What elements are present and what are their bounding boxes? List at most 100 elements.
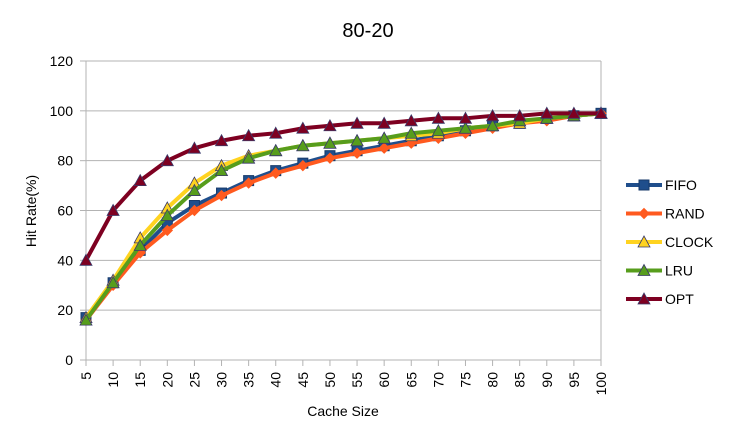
x-tick-label: 95 — [566, 372, 582, 388]
data-point-opt — [350, 116, 364, 129]
x-tick-label: 30 — [214, 372, 230, 388]
series-layer — [79, 106, 608, 326]
legend-marker-fifo — [638, 179, 650, 191]
legend-item-rand: RAND — [626, 206, 705, 222]
x-tick-label: 50 — [322, 372, 338, 388]
legend: FIFO RAND CLOCK LRU OPT — [626, 177, 714, 307]
legend-item-clock: CLOCK — [626, 234, 714, 250]
data-point-lru — [404, 126, 418, 139]
legend-item-fifo: FIFO — [626, 177, 697, 193]
data-point-rand — [242, 177, 255, 189]
data-point-opt — [594, 106, 608, 119]
legend-label-opt: OPT — [665, 291, 694, 307]
x-tick-label: 85 — [512, 372, 528, 388]
x-tick-label: 25 — [186, 372, 202, 388]
legend-item-lru: LRU — [626, 263, 693, 279]
y-tick-label: 120 — [50, 53, 74, 69]
y-tick-label: 80 — [57, 153, 73, 169]
data-point-lru — [160, 208, 174, 221]
data-point-opt — [160, 153, 174, 167]
data-point-opt — [567, 106, 581, 119]
legend-marker-clock — [637, 235, 651, 248]
data-point-rand — [270, 167, 282, 179]
x-tick-label: 20 — [159, 372, 175, 388]
data-point-lru — [187, 183, 202, 196]
data-point-lru — [214, 163, 229, 177]
data-point-rand — [324, 152, 336, 164]
series-line-lru — [84, 111, 602, 322]
x-tick-label: 90 — [539, 372, 555, 388]
data-point-rand — [378, 142, 390, 154]
x-tick-label: 5 — [78, 372, 94, 380]
legend-marker-opt — [637, 292, 651, 305]
x-tick-label: 60 — [376, 372, 392, 388]
data-point-rand — [297, 159, 309, 172]
data-point-lru — [241, 151, 256, 164]
grid-lines — [80, 60, 601, 361]
data-point-lru — [106, 275, 120, 289]
series-clock — [79, 106, 608, 324]
legend-label-rand: RAND — [665, 206, 705, 222]
legend-label-lru: LRU — [665, 263, 693, 279]
x-tick-label: 65 — [403, 372, 419, 388]
data-point-lru — [350, 133, 364, 147]
data-point-opt — [106, 203, 120, 216]
data-point-opt — [404, 113, 418, 127]
y-tick-label: 40 — [57, 252, 73, 268]
data-point-rand — [188, 204, 201, 217]
data-point-opt — [323, 118, 337, 132]
chart-title: 80-20 — [342, 20, 393, 42]
data-point-opt — [187, 141, 202, 154]
data-point-opt — [133, 173, 147, 187]
data-point-opt — [485, 108, 500, 122]
legend-item-opt: OPT — [626, 291, 694, 307]
data-point-opt — [269, 126, 283, 139]
x-tick-label: 100 — [593, 372, 609, 396]
series-line-opt — [84, 111, 601, 262]
y-tick-label: 100 — [50, 103, 74, 119]
y-axis-title: Hit Rate(%) — [23, 175, 39, 247]
data-point-rand — [351, 147, 363, 159]
y-tick-labels: 0 20 40 60 80 100 120 — [50, 53, 74, 368]
x-tick-label: 55 — [349, 372, 365, 388]
data-point-opt — [540, 106, 554, 119]
data-point-lru — [485, 118, 500, 132]
series-lru — [79, 106, 608, 326]
x-tick-label: 75 — [457, 372, 473, 388]
x-tick-label: 40 — [268, 372, 284, 388]
x-tick-label: 10 — [105, 372, 121, 388]
data-point-opt — [241, 128, 256, 142]
data-point-lru — [377, 131, 391, 144]
data-point-opt — [431, 111, 446, 124]
legend-label-clock: CLOCK — [665, 234, 714, 250]
data-point-opt — [214, 133, 229, 147]
x-tick-label: 35 — [241, 372, 257, 388]
data-point-opt — [513, 108, 527, 122]
x-tick-label: 45 — [295, 372, 311, 388]
data-point-rand — [161, 224, 174, 237]
data-point-opt — [296, 121, 310, 134]
legend-marker-rand — [638, 207, 650, 220]
data-point-lru — [431, 123, 446, 137]
legend-label-fifo: FIFO — [665, 177, 697, 193]
y-tick-label: 0 — [65, 352, 73, 368]
data-point-lru — [458, 121, 473, 134]
y-tick-label: 20 — [57, 302, 73, 318]
x-tick-label: 80 — [485, 372, 501, 388]
series-opt — [79, 106, 608, 266]
x-tick-labels: 5 10 15 20 25 30 35 40 45 50 55 60 65 70 75 80 85 90 95 100 — [78, 360, 609, 395]
data-point-lru — [269, 143, 283, 157]
legend-marker-lru — [637, 263, 651, 276]
x-tick-label: 15 — [132, 372, 148, 388]
data-point-lru — [296, 138, 310, 152]
x-tick-label: 70 — [430, 372, 446, 388]
data-point-rand — [215, 189, 228, 202]
data-point-opt — [79, 253, 93, 266]
data-point-lru — [79, 313, 93, 326]
x-axis-title: Cache Size — [307, 403, 379, 419]
y-tick-label: 60 — [57, 203, 73, 219]
data-point-opt — [377, 116, 391, 129]
data-point-lru — [323, 136, 337, 149]
